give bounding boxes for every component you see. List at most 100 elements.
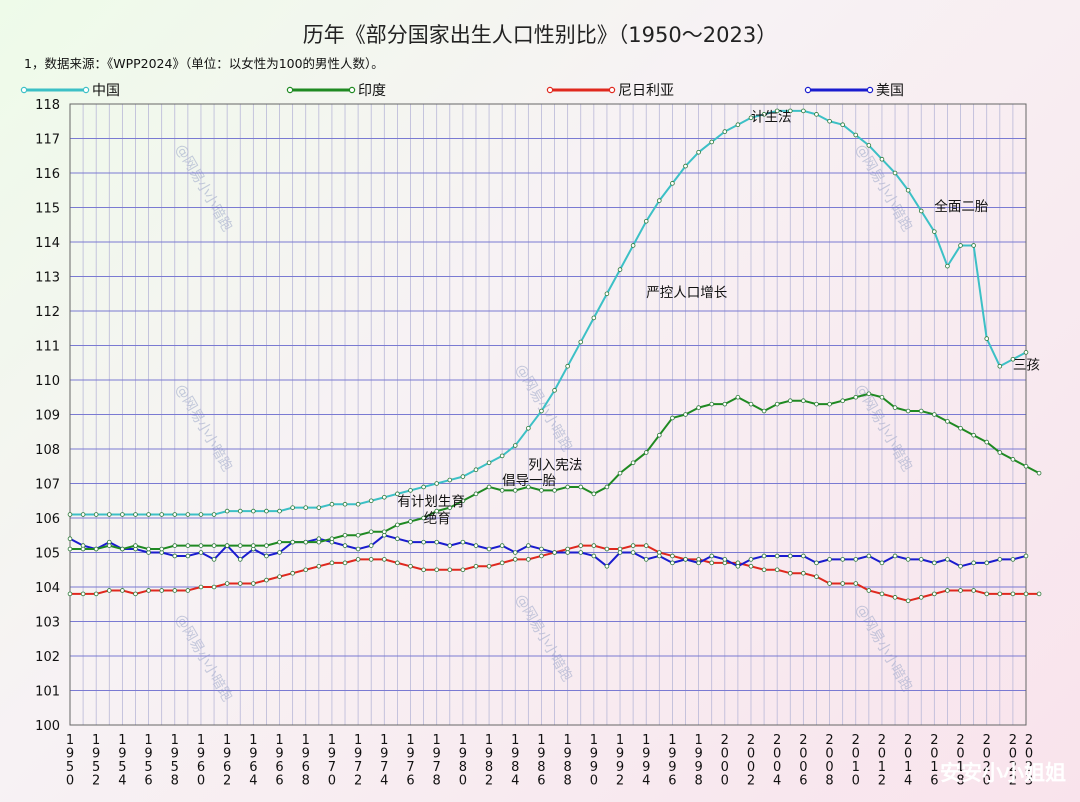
data-point	[670, 415, 675, 421]
data-point	[735, 122, 741, 127]
data-point	[434, 539, 439, 545]
y-tick-label: 115	[35, 202, 60, 217]
data-point	[120, 588, 125, 593]
data-point	[918, 557, 924, 562]
data-point	[984, 336, 990, 341]
data-point	[120, 546, 125, 552]
data-point	[473, 491, 479, 497]
data-point	[879, 394, 885, 400]
data-point	[840, 398, 845, 404]
data-point	[591, 315, 597, 321]
data-point	[120, 512, 125, 517]
data-point	[958, 243, 963, 248]
data-point	[264, 553, 269, 559]
data-point	[277, 550, 282, 555]
y-tick-label: 100	[35, 719, 60, 734]
data-point	[185, 553, 191, 559]
data-point	[93, 512, 99, 517]
data-point	[630, 543, 636, 548]
data-point	[434, 567, 439, 573]
data-point	[408, 488, 413, 493]
data-point	[264, 543, 269, 548]
data-point	[342, 543, 348, 548]
annotation-label: 计生法	[751, 109, 792, 125]
credit-text: 安安小小姐姐	[940, 761, 1066, 785]
data-point	[801, 570, 806, 576]
data-point	[290, 539, 295, 545]
data-point	[984, 439, 990, 445]
data-point	[552, 488, 557, 493]
data-point	[722, 129, 728, 134]
y-tick-label: 103	[35, 616, 60, 631]
data-point	[395, 491, 400, 497]
data-point	[696, 560, 701, 566]
data-point	[958, 563, 963, 569]
data-point	[382, 557, 387, 562]
data-point	[172, 588, 178, 593]
data-point	[251, 543, 256, 548]
data-point	[251, 508, 256, 514]
data-point	[814, 401, 819, 407]
data-point	[905, 557, 911, 562]
grid	[69, 103, 1027, 726]
data-point	[159, 512, 164, 517]
data-point	[447, 567, 453, 573]
data-point	[774, 401, 780, 407]
data-point	[787, 108, 793, 114]
data-point	[552, 550, 557, 555]
data-point	[591, 491, 597, 497]
data-point	[172, 512, 178, 517]
data-point	[918, 208, 924, 214]
data-point	[159, 588, 164, 593]
data-point	[774, 553, 780, 559]
data-point	[787, 398, 793, 404]
data-point	[473, 563, 479, 569]
data-point	[840, 122, 845, 127]
data-point	[945, 557, 950, 562]
data-point	[93, 591, 99, 597]
data-point	[853, 581, 859, 586]
annotation-label: 绝育	[424, 511, 451, 527]
data-point	[355, 532, 361, 538]
data-point	[1023, 463, 1029, 469]
data-point	[801, 553, 806, 559]
data-point	[382, 494, 387, 500]
data-point	[617, 550, 623, 555]
data-point	[146, 546, 151, 552]
data-point	[958, 588, 963, 593]
data-point	[643, 450, 649, 455]
data-point	[512, 443, 518, 448]
data-point	[539, 546, 544, 552]
data-point	[709, 560, 714, 566]
data-point	[211, 584, 217, 590]
data-point	[264, 508, 269, 514]
y-tick-label: 104	[35, 581, 60, 596]
data-point	[604, 563, 610, 569]
watermark-text: @网易小小暗跑	[512, 592, 575, 685]
data-point	[277, 539, 282, 545]
data-point	[735, 394, 741, 400]
legend: 中国 印度 尼日利亚 美国	[20, 83, 904, 99]
data-point	[630, 460, 636, 466]
data-point	[355, 546, 361, 552]
data-point	[565, 484, 570, 490]
data-point	[146, 512, 151, 517]
y-tick-label: 101	[35, 685, 60, 700]
data-point	[840, 557, 845, 562]
data-point	[172, 553, 178, 559]
data-point	[133, 512, 138, 517]
